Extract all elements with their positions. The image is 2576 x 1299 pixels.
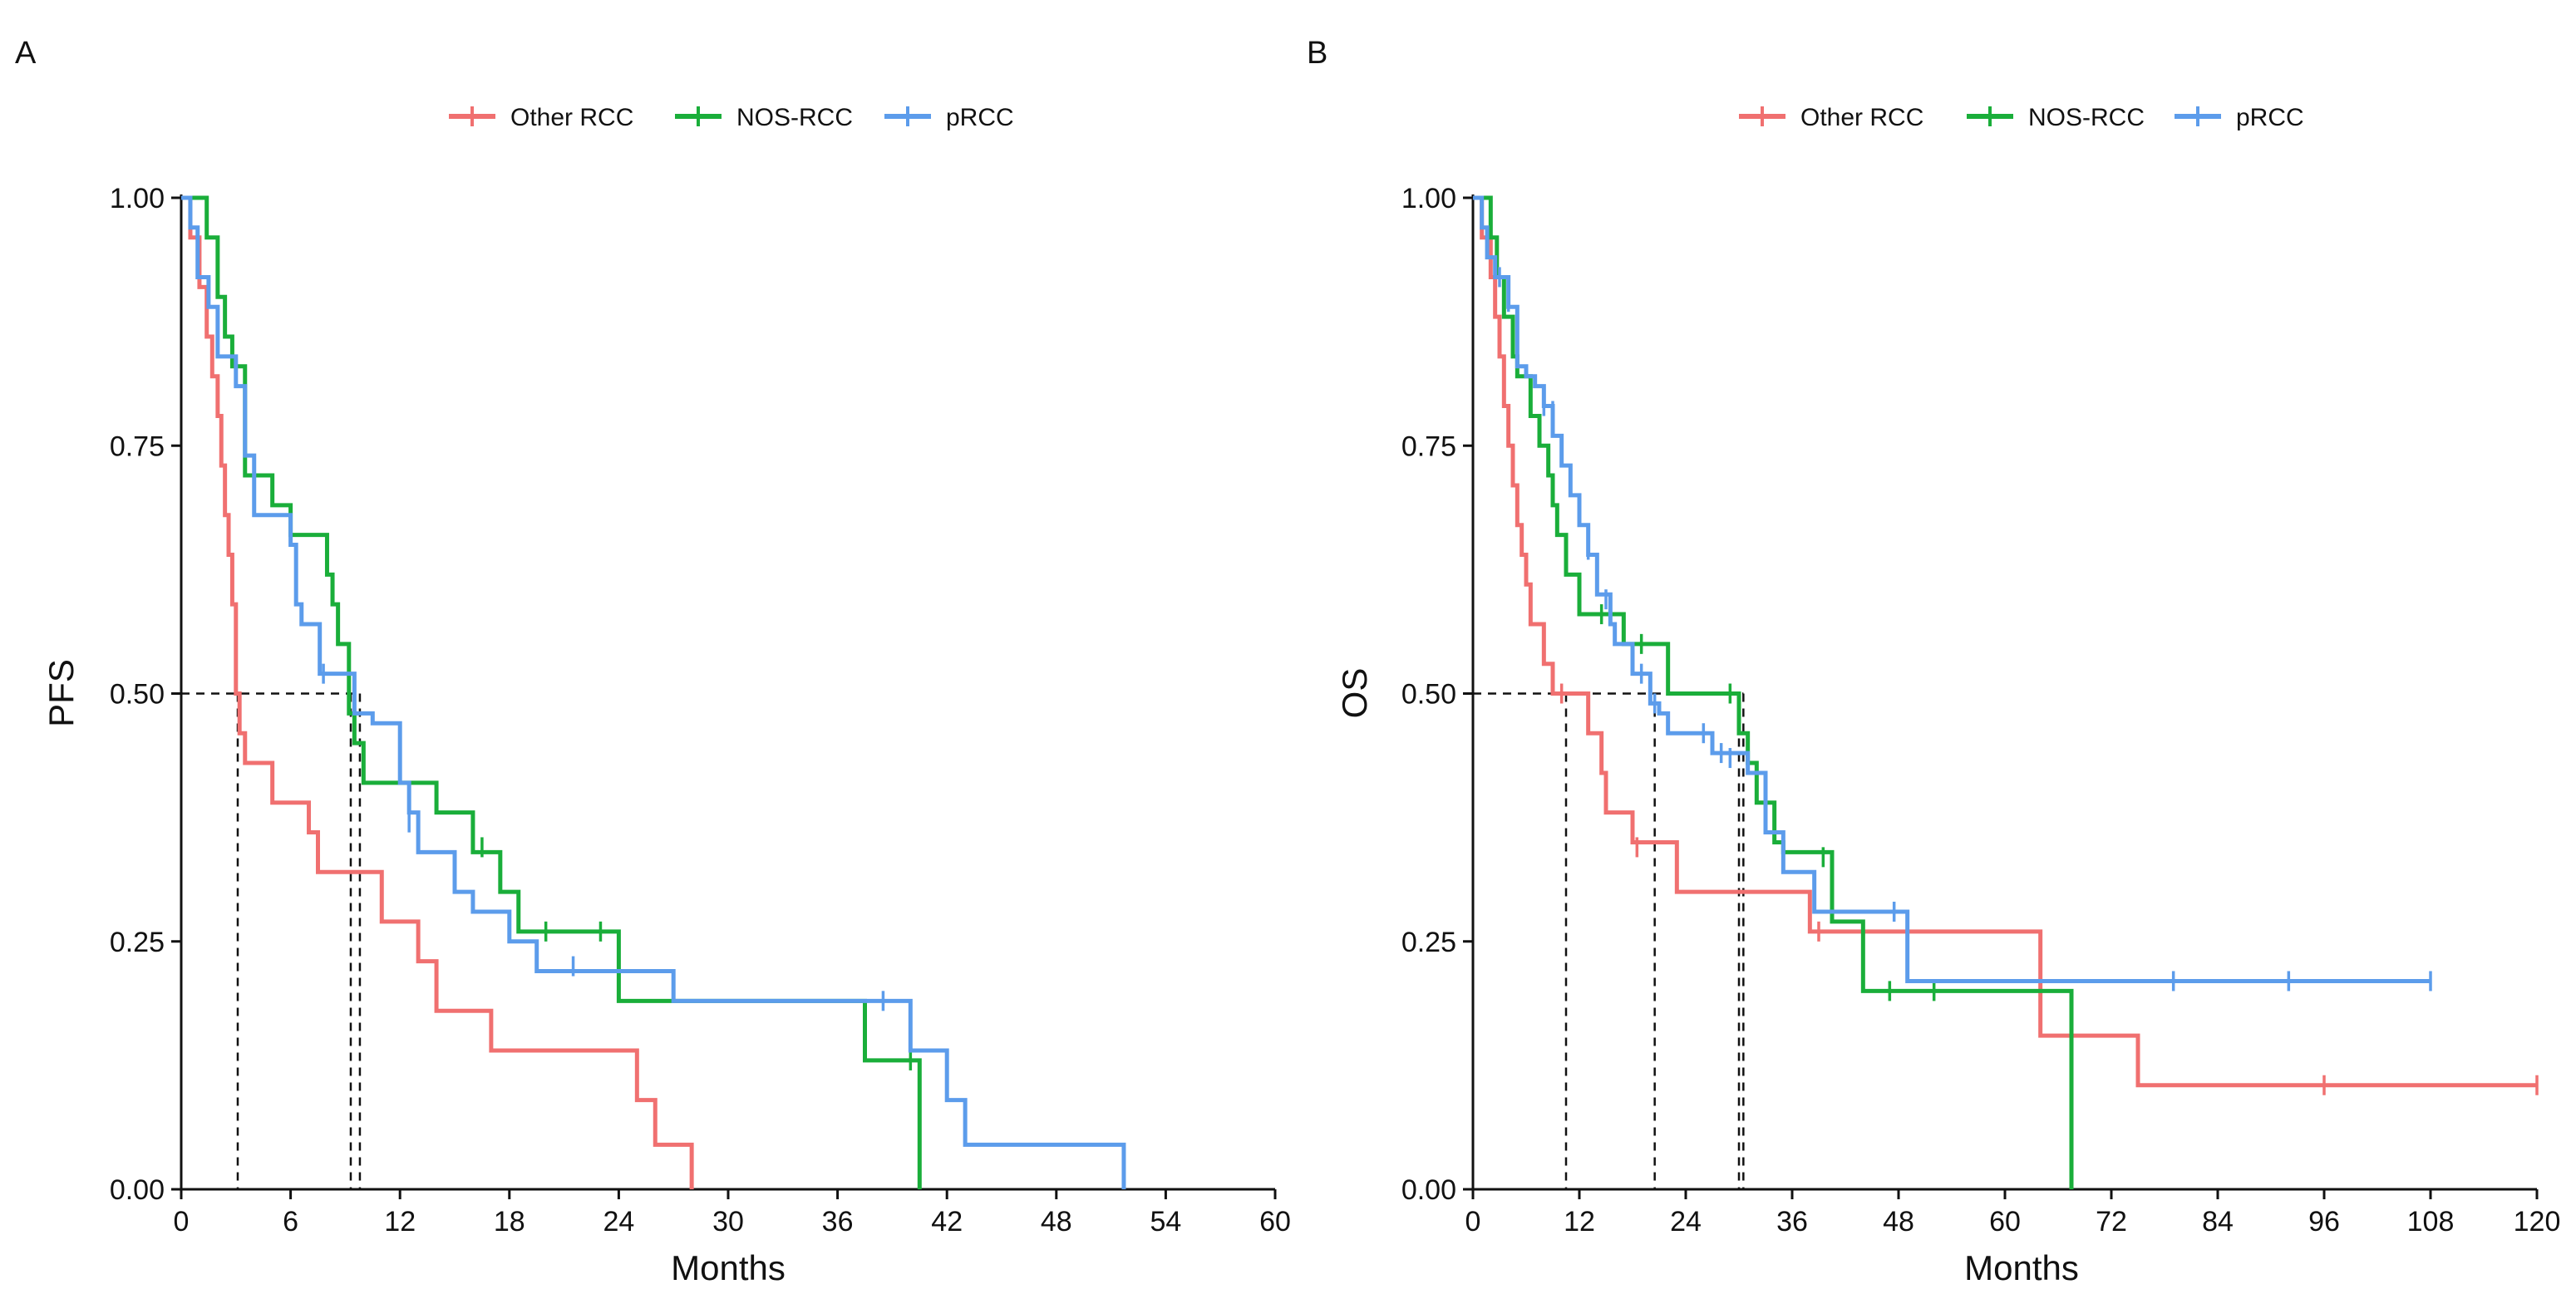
panel-a-x-axis-title: Months [671, 1248, 786, 1287]
series-nos-rcc[interactable] [181, 195, 922, 1189]
panel-a-letter: A [15, 36, 37, 71]
x-tick-label: 24 [603, 1206, 634, 1237]
y-tick-label: 0.25 [1401, 927, 1456, 958]
legend-label-other-rcc: Other RCC [510, 104, 633, 131]
x-tick-label: 0 [174, 1206, 190, 1237]
y-tick-label: 0.00 [110, 1174, 165, 1206]
legend-item-nos-rcc[interactable]: NOS-RCC [1967, 104, 2145, 131]
km-curve-other-rcc [1473, 195, 2537, 1088]
y-tick-label: 0.75 [110, 431, 165, 462]
km-curve-prcc [181, 195, 1126, 1189]
x-tick-label: 54 [1150, 1206, 1181, 1237]
y-tick-label: 0.00 [1401, 1174, 1456, 1206]
x-tick-label: 72 [2096, 1206, 2127, 1237]
x-tick-label: 48 [1883, 1206, 1914, 1237]
x-tick-label: 96 [2308, 1206, 2340, 1237]
x-tick-label: 12 [384, 1206, 416, 1237]
legend-item-prcc[interactable]: pRCC [884, 104, 1014, 131]
panel-b-legend: Other RCC NOS-RCC pRCC [1739, 104, 2304, 131]
legend-label-other-rcc: Other RCC [1800, 104, 1923, 131]
y-tick-label: 1.00 [1401, 183, 1456, 214]
x-tick-label: 36 [822, 1206, 854, 1237]
x-tick-label: 84 [2202, 1206, 2234, 1237]
y-tick-label: 1.00 [110, 183, 165, 214]
panel-a-legend: Other RCC NOS-RCC pRCC [449, 104, 1014, 131]
series-nos-rcc[interactable] [1473, 195, 2074, 1189]
km-curve-prcc [1473, 195, 2431, 983]
x-tick-label: 12 [1564, 1206, 1595, 1237]
legend-item-nos-rcc[interactable]: NOS-RCC [675, 104, 853, 131]
x-tick-label: 36 [1776, 1206, 1808, 1237]
series-prcc[interactable] [181, 195, 1126, 1189]
series-other-rcc[interactable] [181, 195, 694, 1189]
y-tick-label: 0.50 [110, 679, 165, 711]
km-curve-nos-rcc [181, 195, 922, 1189]
y-tick-label: 0.25 [110, 927, 165, 958]
x-tick-label: 18 [494, 1206, 525, 1237]
panel-b-y-axis-title: OS [1335, 668, 1374, 719]
x-tick-label: 60 [1259, 1206, 1291, 1237]
y-tick-label: 0.75 [1401, 431, 1456, 462]
panel-a-y-axis-title: PFS [42, 659, 81, 727]
x-tick-label: 48 [1041, 1206, 1072, 1237]
legend-item-prcc[interactable]: pRCC [2175, 104, 2304, 131]
x-tick-label: 24 [1670, 1206, 1702, 1237]
legend-label-prcc: pRCC [946, 104, 1014, 131]
series-prcc[interactable] [1473, 195, 2432, 991]
x-tick-label: 120 [2514, 1206, 2561, 1237]
panel-b: B Other RCC NOS-RCC pRCC 0 12 24 36 48 60 72 84… [1307, 36, 2560, 1287]
series-other-rcc[interactable] [1473, 195, 2539, 1095]
panel-b-letter: B [1307, 36, 1327, 71]
legend-item-other-rcc[interactable]: Other RCC [1739, 104, 1923, 131]
panel-a: A Other RCC NOS-RCC pRCC 0 6 12 18 24 30 36 42 4… [15, 36, 1291, 1287]
legend-label-prcc: pRCC [2236, 104, 2304, 131]
legend-item-other-rcc[interactable]: Other RCC [449, 104, 633, 131]
panel-b-plot-area: 0 12 24 36 48 60 72 84 96 108 120 0.00 0.25 0.50 0.75 1… [1401, 183, 2561, 1237]
x-tick-label: 60 [1989, 1206, 2021, 1237]
legend-label-nos-rcc: NOS-RCC [736, 104, 853, 131]
panel-a-plot-area: 0 6 12 18 24 30 36 42 48 54 60 0.00 0.25 0.50 0.75 1.00 [110, 183, 1291, 1237]
x-tick-label: 0 [1465, 1206, 1481, 1237]
km-curve-other-rcc [181, 195, 694, 1189]
x-tick-label: 6 [283, 1206, 298, 1237]
legend-label-nos-rcc: NOS-RCC [2028, 104, 2145, 131]
panel-b-x-axis-title: Months [1964, 1248, 2079, 1287]
x-tick-label: 108 [2407, 1206, 2455, 1237]
x-tick-label: 30 [712, 1206, 744, 1237]
km-curve-nos-rcc [1473, 195, 2074, 1189]
y-tick-label: 0.50 [1401, 679, 1456, 711]
x-tick-label: 42 [931, 1206, 963, 1237]
